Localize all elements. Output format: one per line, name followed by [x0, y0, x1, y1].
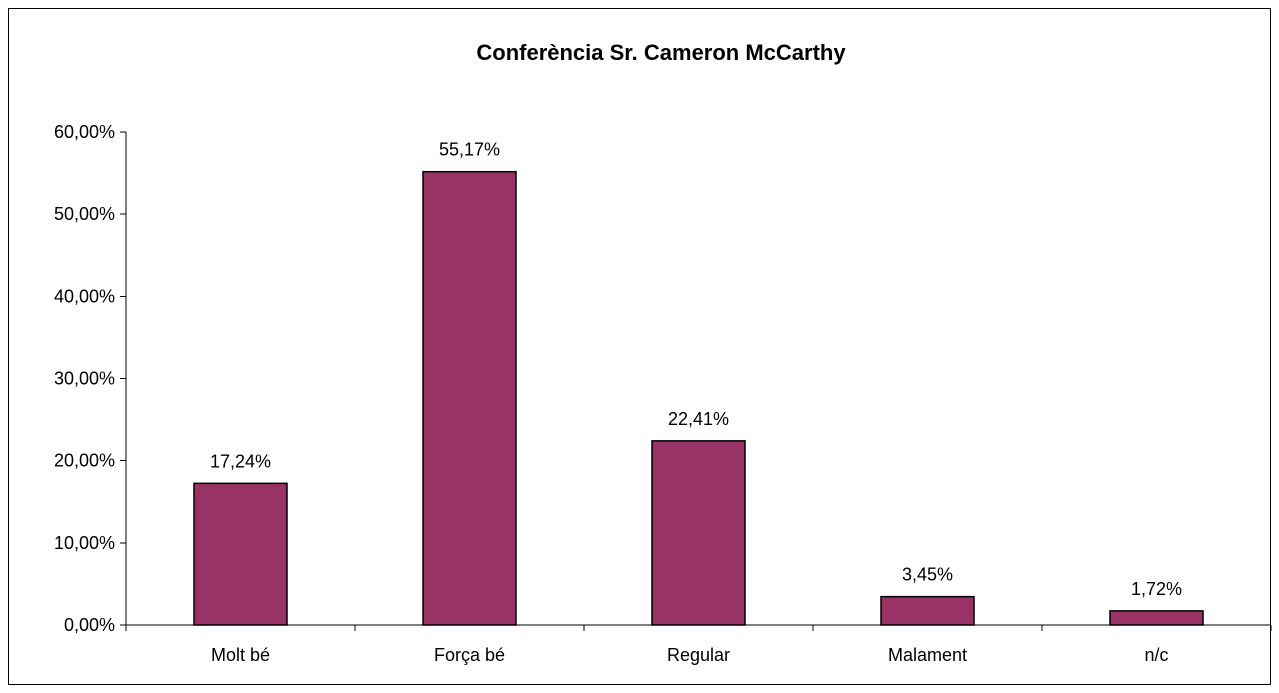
x-axis-categories: Molt bé Força bé Regular Malament n/c: [125, 625, 1272, 665]
y-tick-label: 20,00%: [54, 451, 115, 471]
y-tick-label: 10,00%: [54, 533, 115, 553]
bar: [1109, 610, 1204, 626]
data-label: 1,72%: [1131, 579, 1182, 599]
bar: [651, 440, 746, 626]
y-tick-label: 30,00%: [54, 369, 115, 389]
bar: [880, 595, 975, 626]
x-category-label: Força bé: [434, 645, 505, 665]
bar: [422, 170, 517, 626]
x-category-label: n/c: [1144, 645, 1168, 665]
data-labels: 17,24% 55,17% 22,41% 3,45% 1,72%: [210, 140, 1182, 599]
x-category-label: Regular: [667, 645, 730, 665]
bar-chart: Conferència Sr. Cameron McCarthy 0,00% 10…: [54, 40, 1272, 665]
bars: [193, 170, 1204, 626]
bar: [193, 482, 288, 626]
y-tick-label: 50,00%: [54, 204, 115, 224]
y-axis-ticks: 0,00% 10,00% 20,00% 30,00% 40,00% 50,00% 60,00…: [54, 122, 126, 635]
x-category-label: Molt bé: [211, 645, 270, 665]
y-tick-label: 60,00%: [54, 122, 115, 142]
x-category-label: Malament: [888, 645, 967, 665]
data-label: 55,17%: [439, 140, 500, 160]
data-label: 22,41%: [668, 409, 729, 429]
data-label: 17,24%: [210, 451, 271, 471]
y-tick-label: 40,00%: [54, 286, 115, 306]
chart-frame: Conferència Sr. Cameron McCarthy 0,00% 10…: [8, 8, 1272, 685]
chart-title: Conferència Sr. Cameron McCarthy: [476, 40, 846, 65]
data-label: 3,45%: [902, 565, 953, 585]
y-tick-label: 0,00%: [64, 615, 115, 635]
